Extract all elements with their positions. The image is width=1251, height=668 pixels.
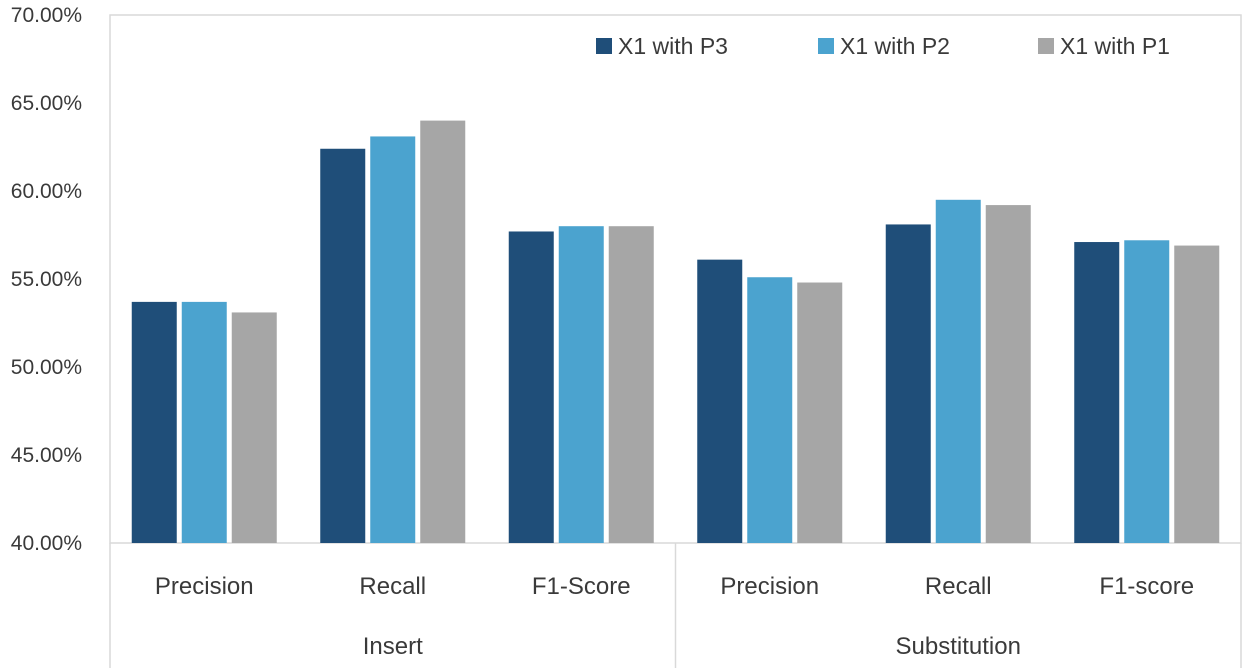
bar xyxy=(935,199,981,544)
bar xyxy=(420,120,466,543)
x-category-label: F1-score xyxy=(1099,573,1194,600)
y-tick-label: 45.00% xyxy=(11,444,82,467)
bar xyxy=(231,312,277,543)
legend-swatch xyxy=(1038,38,1054,54)
bar xyxy=(558,226,604,543)
bar xyxy=(1174,245,1220,543)
bars xyxy=(131,120,1220,544)
bar xyxy=(797,282,843,543)
bar xyxy=(320,148,366,543)
bar xyxy=(608,226,654,543)
y-tick-label: 60.00% xyxy=(11,180,82,203)
legend-label: X1 with P1 xyxy=(1060,33,1170,59)
bar xyxy=(747,277,793,543)
x-axis: Precision Recall F1-Score Precision Recall F1… xyxy=(109,543,1242,668)
y-tick-label: 50.00% xyxy=(11,356,82,379)
y-tick-label: 40.00% xyxy=(11,532,82,555)
x-category-label: Precision xyxy=(155,573,254,600)
legend-label: X1 with P2 xyxy=(840,33,950,59)
bar xyxy=(1074,242,1120,544)
x-category-label: F1-Score xyxy=(532,573,631,600)
bar xyxy=(181,301,227,543)
y-tick-label: 55.00% xyxy=(11,268,82,291)
legend-label: X1 with P3 xyxy=(618,33,728,59)
y-tick-label: 65.00% xyxy=(11,92,82,115)
plot-frame xyxy=(109,14,1242,544)
y-tick-label: 70.00% xyxy=(11,4,82,27)
x-group-label: Substitution xyxy=(896,633,1021,660)
x-group-label: Insert xyxy=(363,633,423,660)
y-axis-ticks: 40.00% 45.00% 50.00% 55.00% 60.00% 65.00% 70.0… xyxy=(11,4,82,555)
bar xyxy=(370,136,416,543)
legend-swatch xyxy=(818,38,834,54)
x-category-label: Recall xyxy=(359,573,426,600)
legend: X1 with P3 X1 with P2 X1 with P1 xyxy=(596,33,1170,59)
bar xyxy=(508,231,554,544)
bar xyxy=(1124,240,1170,543)
x-category-label: Recall xyxy=(925,573,992,600)
bar xyxy=(131,301,177,543)
legend-swatch xyxy=(596,38,612,54)
bar xyxy=(697,259,743,543)
bar xyxy=(985,205,1031,543)
bar xyxy=(885,224,931,543)
x-category-label: Precision xyxy=(720,573,819,600)
